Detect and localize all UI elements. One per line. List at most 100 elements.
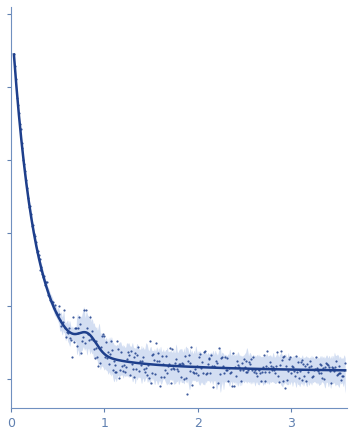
Point [85, 331, 91, 338]
Point [192, 365, 198, 372]
Point [337, 369, 342, 376]
Point [286, 355, 292, 362]
Point [170, 346, 175, 353]
Point [96, 363, 101, 370]
Point [86, 336, 92, 343]
Point [33, 239, 39, 246]
Point [108, 338, 114, 345]
Point [165, 362, 171, 369]
Point [209, 352, 214, 359]
Point [171, 364, 176, 371]
Point [313, 354, 319, 361]
Point [13, 76, 19, 83]
Point [342, 360, 348, 367]
Point [225, 378, 231, 385]
Point [141, 365, 147, 372]
Point [39, 263, 44, 270]
Point [23, 176, 29, 183]
Point [252, 367, 258, 374]
Point [89, 327, 95, 334]
Point [306, 364, 312, 371]
Point [83, 306, 89, 313]
Point [271, 367, 277, 374]
Point [253, 370, 259, 377]
Point [122, 368, 128, 375]
Point [58, 316, 63, 323]
Point [331, 368, 337, 375]
Point [261, 351, 267, 358]
Point [280, 354, 285, 361]
Point [97, 360, 103, 367]
Point [158, 373, 164, 380]
Point [167, 345, 172, 352]
Point [124, 356, 130, 363]
Point [49, 298, 55, 305]
Point [54, 310, 59, 317]
Point [100, 330, 106, 337]
Point [219, 353, 225, 360]
Point [113, 368, 118, 375]
Point [173, 355, 179, 362]
Point [136, 343, 141, 350]
Point [82, 340, 88, 347]
Point [76, 314, 82, 321]
Point [128, 347, 133, 354]
Point [228, 370, 233, 377]
Point [176, 361, 182, 368]
Point [320, 375, 325, 382]
Point [296, 375, 302, 382]
Point [258, 378, 263, 385]
Point [111, 357, 116, 364]
Point [175, 368, 181, 375]
Point [341, 367, 347, 374]
Point [139, 357, 145, 364]
Point [315, 368, 320, 375]
Point [24, 184, 30, 191]
Point [195, 371, 201, 378]
Point [137, 358, 143, 365]
Point [57, 311, 62, 318]
Point [250, 353, 256, 360]
Point [51, 305, 57, 312]
Point [318, 369, 323, 376]
Point [160, 361, 166, 368]
Point [78, 320, 83, 327]
Point [63, 334, 69, 341]
Point [282, 384, 288, 391]
Point [249, 356, 254, 363]
Point [110, 367, 115, 374]
Point [59, 320, 65, 327]
Point [239, 359, 245, 366]
Point [177, 361, 183, 368]
Point [74, 343, 79, 350]
Point [228, 369, 234, 376]
Point [245, 368, 250, 375]
Point [246, 367, 251, 374]
Point [188, 367, 193, 374]
Point [19, 139, 24, 146]
Point [126, 351, 132, 358]
Point [149, 370, 154, 377]
Point [185, 357, 190, 364]
Point [103, 339, 109, 346]
Point [243, 368, 249, 375]
Point [240, 367, 246, 374]
Point [303, 378, 309, 385]
Point [210, 363, 215, 370]
Point [186, 352, 192, 359]
Point [87, 314, 93, 321]
Point [290, 364, 296, 371]
Point [278, 347, 284, 354]
Point [162, 367, 168, 374]
Point [199, 358, 205, 365]
Point [130, 365, 135, 372]
Point [22, 167, 28, 174]
Point [204, 369, 210, 376]
Point [15, 101, 21, 108]
Point [157, 382, 163, 389]
Point [72, 325, 78, 332]
Point [98, 343, 104, 350]
Point [263, 378, 268, 385]
Point [112, 361, 118, 368]
Point [12, 62, 18, 69]
